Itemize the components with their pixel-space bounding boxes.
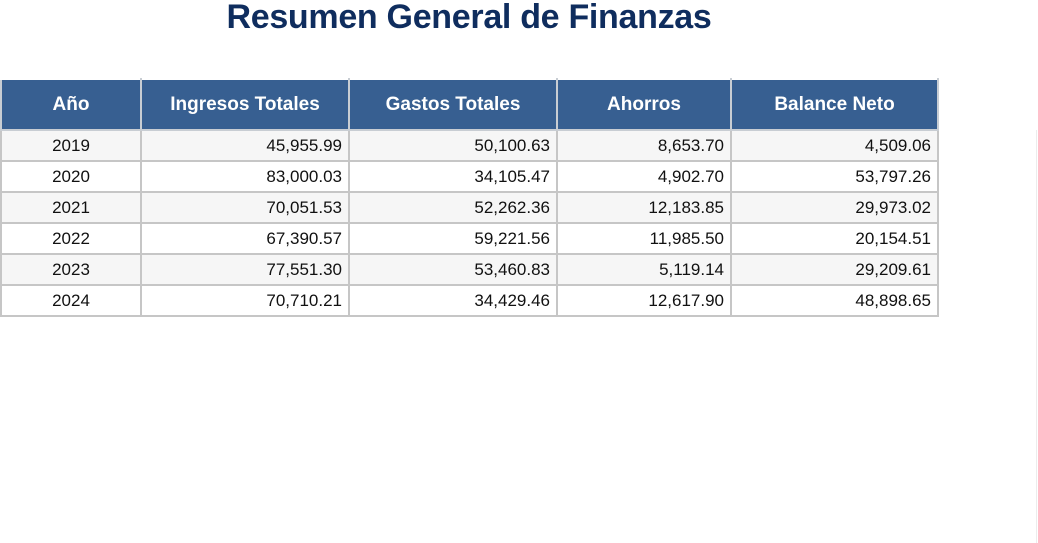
cell-savings: 5,119.14 (556, 253, 732, 286)
cell-income: 70,710.21 (140, 284, 350, 317)
cell-net-balance: 29,973.02 (730, 191, 939, 224)
cell-income: 45,955.99 (140, 129, 350, 162)
column-header-savings: Ahorros (556, 78, 732, 131)
table-row: 2022 67,390.57 59,221.56 11,985.50 20,15… (0, 222, 939, 255)
cell-income: 70,051.53 (140, 191, 350, 224)
cell-expenses: 59,221.56 (348, 222, 558, 255)
cell-net-balance: 4,509.06 (730, 129, 939, 162)
column-header-net-balance: Balance Neto (730, 78, 939, 131)
cell-income: 83,000.03 (140, 160, 350, 193)
column-header-income: Ingresos Totales (140, 78, 350, 131)
cell-income: 67,390.57 (140, 222, 350, 255)
cell-savings: 4,902.70 (556, 160, 732, 193)
cell-year: 2023 (0, 253, 142, 286)
cell-expenses: 34,105.47 (348, 160, 558, 193)
table-row: 2024 70,710.21 34,429.46 12,617.90 48,89… (0, 284, 939, 317)
table-row: 2021 70,051.53 52,262.36 12,183.85 29,97… (0, 191, 939, 224)
finance-summary-table: Año Ingresos Totales Gastos Totales Ahor… (0, 78, 939, 317)
cell-year: 2024 (0, 284, 142, 317)
cell-net-balance: 29,209.61 (730, 253, 939, 286)
page-title: Resumen General de Finanzas (226, 0, 712, 36)
cell-net-balance: 53,797.26 (730, 160, 939, 193)
cell-expenses: 52,262.36 (348, 191, 558, 224)
table-row: 2019 45,955.99 50,100.63 8,653.70 4,509.… (0, 129, 939, 162)
cell-savings: 12,183.85 (556, 191, 732, 224)
cell-income: 77,551.30 (140, 253, 350, 286)
cell-year: 2020 (0, 160, 142, 193)
cell-savings: 11,985.50 (556, 222, 732, 255)
cell-expenses: 53,460.83 (348, 253, 558, 286)
cell-year: 2021 (0, 191, 142, 224)
table-row: 2020 83,000.03 34,105.47 4,902.70 53,797… (0, 160, 939, 193)
cell-year: 2022 (0, 222, 142, 255)
cell-expenses: 50,100.63 (348, 129, 558, 162)
column-header-expenses: Gastos Totales (348, 78, 558, 131)
cell-savings: 8,653.70 (556, 129, 732, 162)
cell-net-balance: 48,898.65 (730, 284, 939, 317)
table-row: 2023 77,551.30 53,460.83 5,119.14 29,209… (0, 253, 939, 286)
cell-net-balance: 20,154.51 (730, 222, 939, 255)
cell-year: 2019 (0, 129, 142, 162)
table-header-row: Año Ingresos Totales Gastos Totales Ahor… (0, 78, 939, 131)
cell-savings: 12,617.90 (556, 284, 732, 317)
page-edge-divider (1036, 130, 1037, 543)
cell-expenses: 34,429.46 (348, 284, 558, 317)
column-header-year: Año (0, 78, 142, 131)
